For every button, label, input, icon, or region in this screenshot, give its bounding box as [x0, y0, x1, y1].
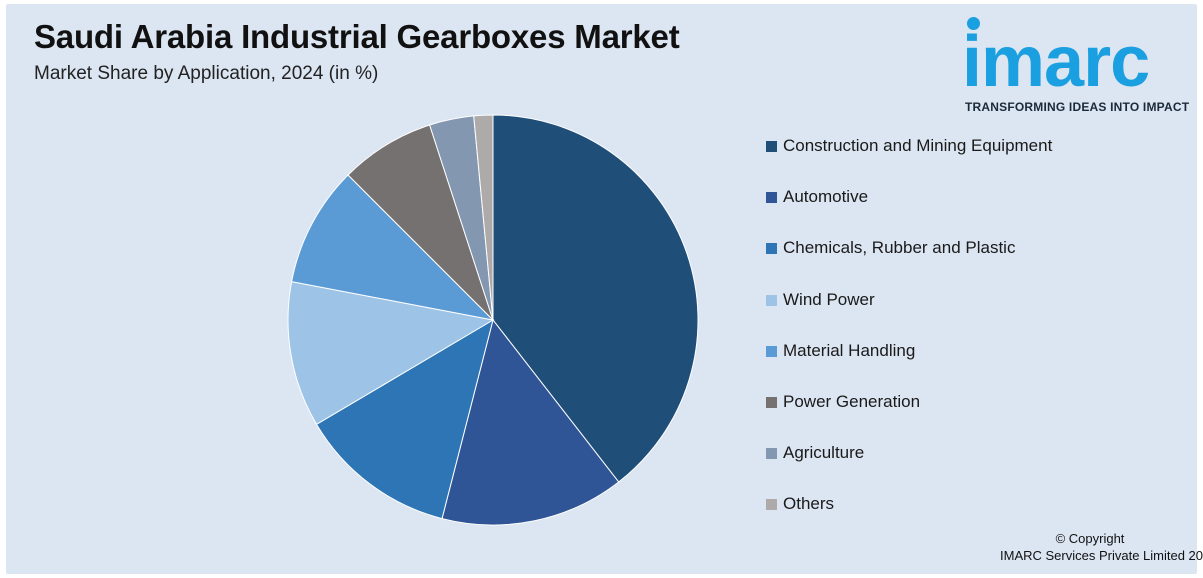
pie-slice-wind-power [287, 281, 495, 426]
legend-swatch [766, 448, 777, 460]
legend-swatch [766, 345, 777, 357]
legend-swatch [766, 294, 777, 306]
chart-subtitle: Market Share by Application, 2024 (in %) [34, 63, 379, 84]
legend-item-others: Others [766, 494, 1096, 545]
legend-swatch [766, 192, 777, 204]
legend-swatch [766, 243, 777, 255]
pie-slice-chemicals-rubber-and-plastic [315, 318, 494, 520]
chart-legend: Construction and Mining Equipment Automot… [766, 136, 1096, 546]
chart-title: Saudi Arabia Industrial Gearboxes Market [34, 18, 680, 55]
legend-label: Automotive [783, 187, 869, 207]
legend-swatch [766, 396, 777, 408]
pie-slice-others [473, 114, 494, 321]
legend-label: Others [783, 494, 835, 514]
logo-tagline: TRANSFORMING IDEAS INTO IMPACT [965, 100, 1190, 114]
legend-item-chemicals-rubber-and-plastic: Chemicals, Rubber and Plastic [766, 238, 1096, 289]
pie-slice-construction-and-mining-equipment [492, 114, 699, 483]
logo-wordmark: imarc [962, 22, 1150, 102]
pie-slice-automotive [441, 318, 620, 526]
logo-dot [967, 17, 980, 30]
legend-swatch [766, 141, 777, 152]
legend-item-wind-power: Wind Power [766, 290, 1096, 341]
legend-item-power-generation: Power Generation [766, 392, 1096, 443]
legend-label: Power Generation [783, 391, 921, 411]
copyright-notice: © Copyright IMARC Services Private Limit… [1000, 530, 1203, 564]
imarc-logo: imarc TRANSFORMING IDEAS INTO IMPACT [962, 14, 1194, 118]
pie-slice-material-handling [291, 174, 495, 321]
legend-label: Construction and Mining Equipment [783, 136, 1053, 155]
legend-label: Chemicals, Rubber and Plastic [783, 238, 1016, 258]
legend-label: Agriculture [783, 443, 865, 463]
legend-item-construction-and-mining-equipment: Construction and Mining Equipment [766, 136, 1096, 187]
copyright-line-1: © Copyright [1055, 531, 1125, 546]
legend-item-material-handling: Material Handling [766, 341, 1096, 392]
legend-item-agriculture: Agriculture [766, 443, 1096, 494]
legend-swatch [766, 499, 777, 511]
pie-slice-power-generation [347, 124, 494, 321]
copyright-line-2: IMARC Services Private Limited 2025 [1000, 548, 1203, 563]
legend-label: Material Handling [783, 340, 916, 360]
legend-item-automotive: Automotive [766, 187, 1096, 238]
legend-label: Wind Power [783, 289, 875, 309]
